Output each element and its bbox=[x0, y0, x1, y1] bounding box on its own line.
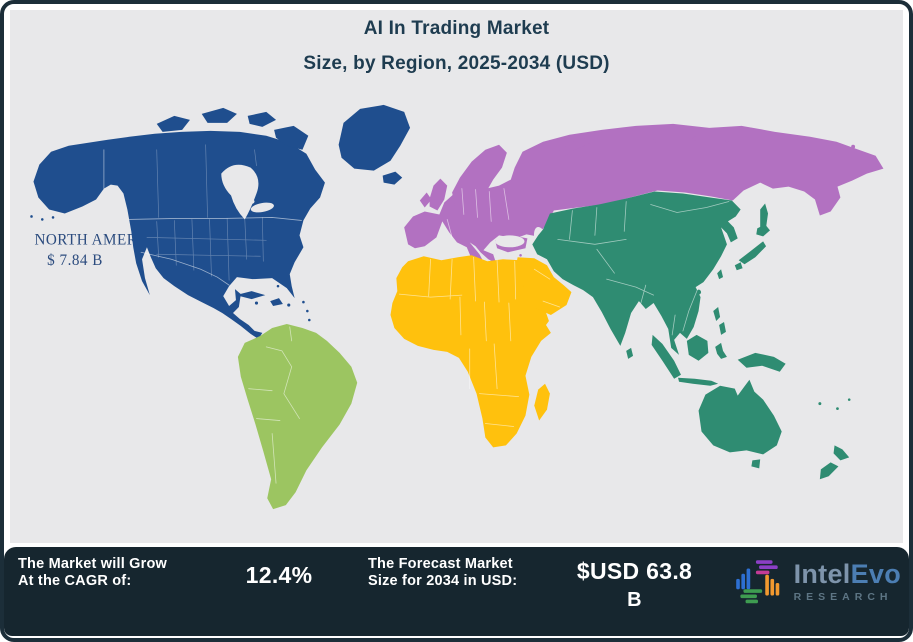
forecast-value-line1: $USD 63.8 bbox=[576, 558, 693, 584]
great-lakes bbox=[242, 198, 255, 205]
cagr-label: The Market will Grow At the CAGR of: bbox=[18, 556, 167, 590]
caribbean-island bbox=[308, 318, 311, 322]
novaya-zemlya bbox=[557, 137, 591, 158]
cuba bbox=[235, 291, 266, 300]
region-value-north-america: $ 7.84 B bbox=[47, 252, 103, 269]
siberian-island bbox=[692, 136, 697, 141]
greenland bbox=[338, 104, 411, 171]
world-map: NORTH AMERICA $ 7.84 B bbox=[10, 90, 903, 543]
brand-name: IntelEvo bbox=[794, 561, 901, 588]
intelevo-pinwheel-icon bbox=[735, 560, 779, 604]
sumatra bbox=[651, 334, 681, 379]
region-asia-oceania bbox=[532, 191, 851, 480]
brand-name-evo: Evo bbox=[850, 559, 901, 589]
scandinavia bbox=[452, 144, 507, 214]
region-south-america bbox=[237, 323, 358, 510]
hispaniola bbox=[270, 298, 283, 307]
africa-mainland bbox=[390, 255, 551, 448]
madagascar bbox=[534, 383, 550, 421]
region-africa-middle-east bbox=[390, 255, 572, 448]
australia bbox=[698, 379, 782, 455]
aleutian-island bbox=[30, 215, 33, 218]
siberian-island bbox=[653, 138, 658, 143]
hainan bbox=[696, 289, 702, 295]
footer-stats-bar: The Market will Grow At the CAGR of: 12.… bbox=[4, 547, 909, 636]
forecast-label: The Forecast Market Size for 2034 in USD… bbox=[368, 556, 517, 590]
caribbean-island bbox=[302, 300, 305, 304]
arabian-peninsula bbox=[515, 257, 572, 316]
new-guinea bbox=[737, 352, 786, 372]
forecast-label-line2: Size for 2034 in USD: bbox=[368, 573, 518, 589]
sakhalin bbox=[760, 203, 769, 235]
icon-purple-bars bbox=[755, 560, 778, 575]
icon-green-bars bbox=[739, 589, 762, 604]
brand-subtitle: RESEARCH bbox=[793, 591, 893, 603]
map-panel: AI In Trading Market Size, by Region, 20… bbox=[10, 10, 903, 543]
black-sea bbox=[495, 235, 525, 248]
state-borders bbox=[146, 144, 267, 281]
intelevo-logo: IntelEvo RESEARCH bbox=[731, 555, 901, 609]
eurasia-north bbox=[404, 123, 884, 274]
sri-lanka bbox=[626, 347, 634, 359]
wrangel-island bbox=[851, 144, 856, 149]
country-borders bbox=[103, 149, 730, 484]
caribbean-island bbox=[287, 303, 291, 307]
pacific-island bbox=[847, 398, 851, 401]
caribbean-island bbox=[306, 309, 309, 313]
icon-orange-bars bbox=[764, 574, 779, 596]
cagr-label-line2: At the CAGR of: bbox=[18, 573, 132, 589]
cagr-label-line1: The Market will Grow bbox=[18, 556, 168, 572]
icon-blue-bars bbox=[735, 568, 750, 590]
aleutian-island bbox=[41, 218, 44, 221]
inland-water bbox=[221, 164, 274, 220]
aleutian-island bbox=[51, 216, 55, 219]
asia-mainland bbox=[532, 191, 741, 355]
cagr-value: 12.4% bbox=[245, 562, 313, 588]
title-block: AI In Trading Market Size, by Region, 20… bbox=[10, 10, 903, 75]
taiwan bbox=[717, 269, 724, 280]
tasmania bbox=[751, 459, 761, 469]
caribbean-island bbox=[254, 301, 259, 305]
java bbox=[678, 377, 719, 386]
forecast-value: $USD 63.8 B bbox=[562, 558, 707, 613]
philippines bbox=[719, 321, 726, 335]
new-zealand-north bbox=[833, 445, 850, 461]
arctic-island bbox=[247, 111, 277, 127]
new-zealand-south bbox=[819, 462, 839, 480]
page-subtitle: Size, by Region, 2025-2034 (USD) bbox=[303, 53, 610, 74]
cyprus bbox=[519, 253, 522, 257]
baffin-island bbox=[274, 125, 309, 150]
philippines bbox=[713, 307, 721, 321]
arctic-island bbox=[201, 107, 237, 123]
sulawesi bbox=[715, 342, 727, 359]
forecast-value-line2: B bbox=[627, 589, 642, 611]
region-europe-russia bbox=[404, 123, 884, 274]
south-america-mainland bbox=[237, 323, 358, 510]
borneo bbox=[686, 334, 709, 361]
great-lakes bbox=[250, 202, 274, 213]
ireland bbox=[419, 192, 432, 208]
honshu bbox=[738, 241, 767, 265]
forecast-label-line1: The Forecast Market bbox=[368, 556, 513, 572]
logo-text: IntelEvo RESEARCH bbox=[794, 555, 901, 603]
caribbean-island bbox=[276, 284, 280, 288]
arctic-island bbox=[156, 115, 190, 132]
hudson-bay bbox=[221, 164, 259, 220]
great-britain bbox=[429, 178, 448, 211]
page-title: AI In Trading Market bbox=[363, 18, 550, 39]
pacific-island bbox=[818, 402, 822, 406]
brand-name-intel: Intel bbox=[793, 559, 851, 589]
kyushu bbox=[734, 262, 743, 271]
pacific-island bbox=[836, 407, 839, 410]
siberian-island bbox=[725, 138, 729, 143]
iceland bbox=[382, 171, 403, 185]
